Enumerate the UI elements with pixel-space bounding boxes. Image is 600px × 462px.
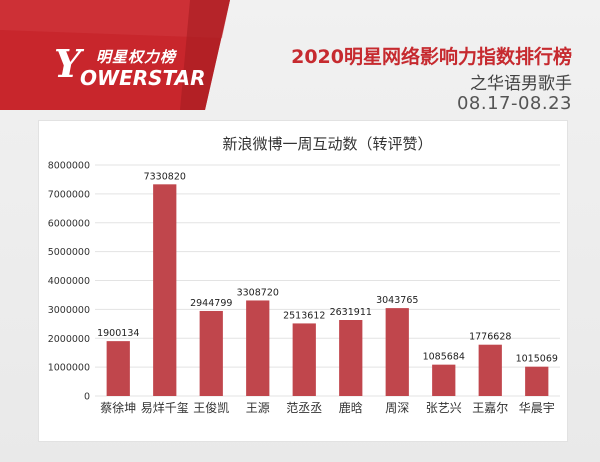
x-tick-label: 张艺兴 [426,401,462,415]
bar [199,310,223,396]
y-tick-label: 3000000 [48,305,90,316]
x-tick-label: 易烊千玺 [141,401,189,415]
logo-wordmark: OWERSTAR [80,66,206,90]
bar [246,300,270,396]
data-label: 1015069 [516,354,558,365]
x-tick-label: 蔡徐坤 [100,400,136,415]
y-tick-label: 8000000 [48,161,90,172]
brand-banner [0,0,230,110]
y-tick-label: 7000000 [48,189,90,200]
data-label: 3308720 [237,287,279,298]
logo-mark: Y [54,41,82,86]
data-label: 3043765 [376,295,418,306]
bar [339,320,363,396]
bar [525,366,549,396]
x-tick-label: 范丞丞 [286,401,322,415]
bar [153,184,177,396]
bar [385,308,409,396]
date-range: 08.17-08.23 [456,93,572,114]
data-label: 2513612 [283,310,325,321]
chart-title: 新浪微博一周互动数（转评赞） [222,135,432,153]
x-tick-label: 鹿晗 [339,400,363,415]
bar [432,364,456,396]
data-label: 2631911 [330,307,372,318]
x-tick-label: 王俊凯 [193,400,229,415]
page-title: 2020明星网络影响力指数排行榜 [291,46,572,68]
x-tick-label: 华晨宇 [519,401,555,415]
x-tick-label: 王嘉尔 [472,400,508,415]
data-label: 7330820 [144,171,186,182]
y-tick-label: 6000000 [48,218,90,229]
y-tick-label: 0 [84,392,90,403]
data-label: 1900134 [97,328,139,339]
logo-title: 明星权力榜 [96,48,177,66]
bar [292,323,316,396]
bar [106,341,130,396]
data-label: 2944799 [190,298,232,309]
y-tick-label: 5000000 [48,247,90,258]
y-tick-label: 1000000 [48,363,90,374]
x-tick-label: 王源 [246,401,270,415]
data-label: 1776628 [469,332,511,343]
page-subtitle: 之华语男歌手 [470,74,572,94]
y-tick-label: 2000000 [48,334,90,345]
bar [478,344,502,396]
data-label: 1085684 [423,352,465,363]
y-tick-label: 4000000 [48,276,90,287]
x-tick-label: 周深 [385,401,409,415]
